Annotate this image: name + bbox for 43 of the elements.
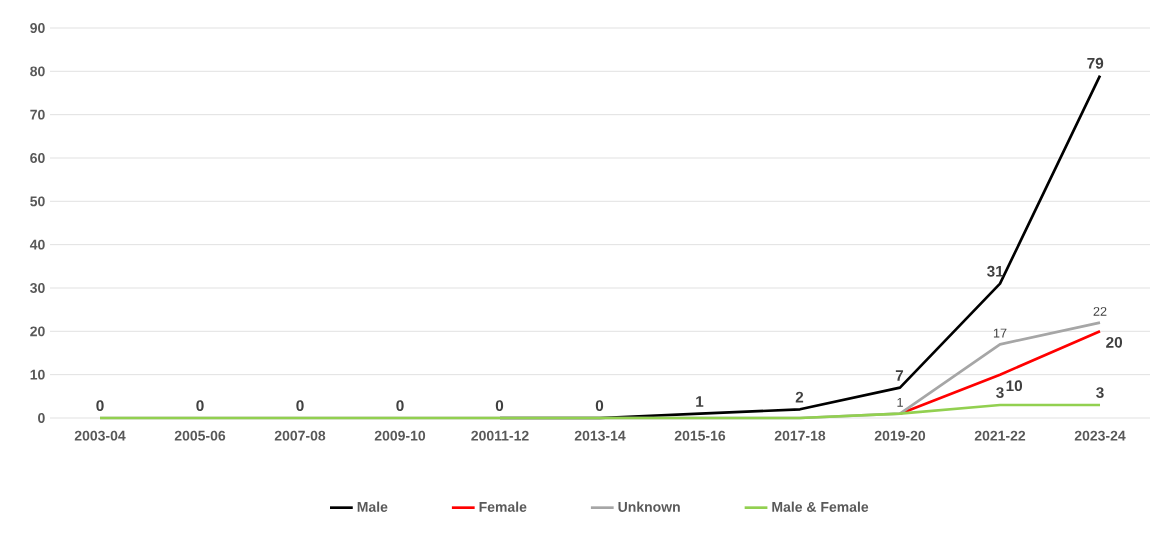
data-label: 2 bbox=[795, 391, 804, 403]
x-tick-label: 2017-18 bbox=[774, 430, 826, 441]
x-tick-label: 2023-24 bbox=[1074, 430, 1126, 441]
data-label: 7 bbox=[895, 370, 904, 381]
y-tick-label: 30 bbox=[30, 283, 45, 293]
legend-label: Male & Female bbox=[772, 501, 869, 512]
y-tick-label: 70 bbox=[30, 109, 45, 120]
y-tick-label: 90 bbox=[30, 23, 45, 33]
y-tick-label: 80 bbox=[30, 66, 45, 77]
y-tick-label: 10 bbox=[30, 369, 45, 380]
data-label: 20 bbox=[1106, 336, 1123, 348]
y-tick-label: 60 bbox=[30, 153, 45, 163]
data-label: 17 bbox=[993, 328, 1007, 338]
legend-label: Unknown bbox=[618, 501, 680, 512]
data-label: 0 bbox=[96, 400, 104, 412]
legend-label: Female bbox=[479, 501, 527, 512]
x-tick-label: 20011-12 bbox=[471, 430, 529, 441]
x-tick-label: 2015-16 bbox=[674, 430, 726, 441]
x-tick-label: 2007-08 bbox=[274, 430, 326, 441]
x-tick-label: 2005-06 bbox=[174, 430, 226, 441]
data-label: 0 bbox=[296, 400, 304, 412]
data-label: 10 bbox=[1006, 380, 1023, 392]
data-label: 0 bbox=[196, 400, 204, 412]
data-label: 3 bbox=[996, 387, 1004, 399]
legend-label: Male bbox=[357, 501, 388, 512]
data-label: 0 bbox=[595, 400, 604, 412]
data-label: 0 bbox=[396, 400, 404, 412]
data-label: 0 bbox=[495, 400, 504, 412]
x-tick-label: 2019-20 bbox=[874, 430, 926, 441]
y-tick-label: 20 bbox=[30, 326, 45, 337]
x-tick-label: 2009-10 bbox=[374, 430, 426, 441]
data-label: 1 bbox=[696, 396, 704, 407]
y-tick-label: 40 bbox=[29, 239, 45, 250]
x-tick-label: 2003-04 bbox=[74, 430, 126, 441]
y-tick-label: 0 bbox=[38, 413, 45, 423]
data-label: 1 bbox=[897, 398, 903, 407]
y-tick-label: 50 bbox=[30, 196, 45, 207]
data-label: 31 bbox=[987, 265, 1004, 277]
x-tick-label: 2021-22 bbox=[974, 430, 1026, 441]
data-label: 22 bbox=[1093, 306, 1107, 316]
data-label: 79 bbox=[1087, 57, 1104, 69]
data-label: 3 bbox=[1096, 387, 1104, 399]
x-tick-label: 2013-14 bbox=[574, 430, 626, 441]
